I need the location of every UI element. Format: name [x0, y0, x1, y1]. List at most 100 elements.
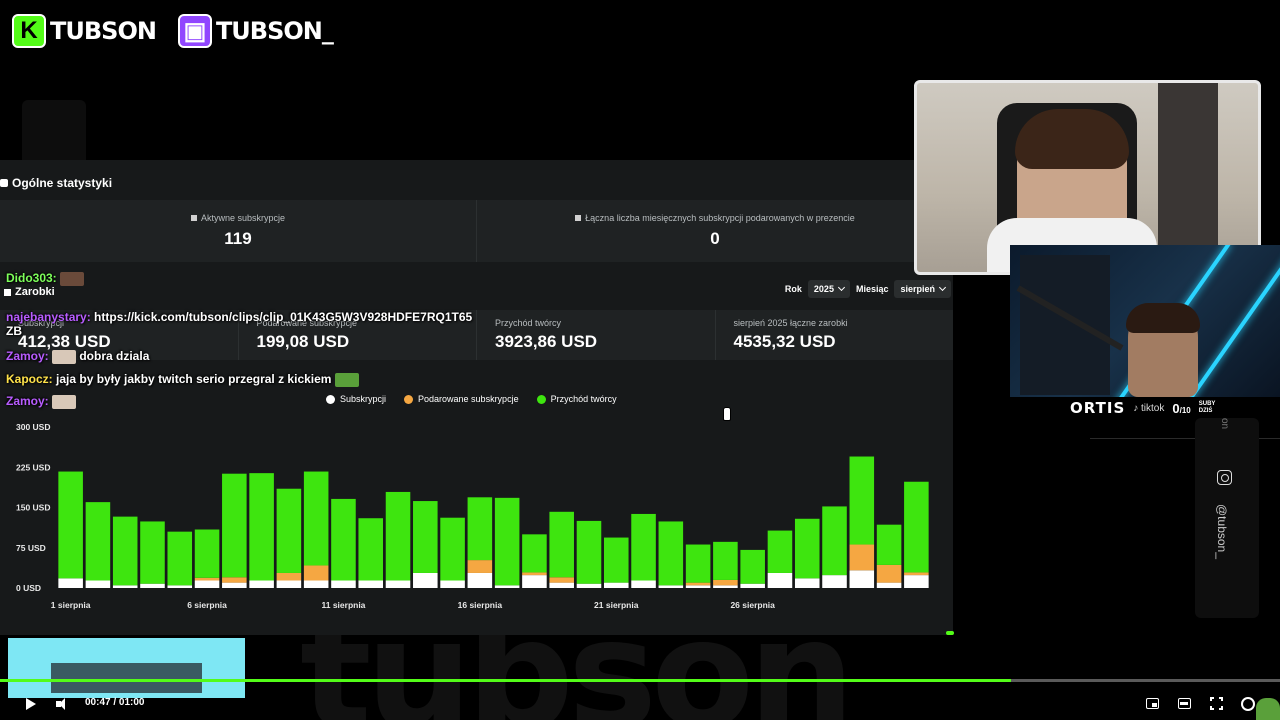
bar-segment[interactable]	[385, 580, 411, 588]
legend-item[interactable]: Subskrypcji	[326, 394, 386, 404]
legend-item[interactable]: Przychód twórcy	[536, 394, 617, 404]
bar-segment[interactable]	[413, 501, 438, 573]
year-select[interactable]: 2025	[807, 280, 850, 298]
bar-segment[interactable]	[467, 560, 493, 573]
bar-segment[interactable]	[440, 517, 465, 581]
bar-segment[interactable]	[658, 521, 684, 586]
bar-segment[interactable]	[549, 582, 574, 588]
bar-segment[interactable]	[685, 544, 711, 583]
bar-segment[interactable]	[876, 582, 902, 588]
bar-segment[interactable]	[767, 530, 793, 573]
x-tick-label: 6 sierpnia	[187, 600, 227, 610]
bar-segment[interactable]	[276, 488, 302, 573]
bar-segment[interactable]	[194, 577, 220, 581]
bar-segment[interactable]	[58, 471, 83, 579]
bar-segment[interactable]	[603, 582, 629, 588]
bar-segment[interactable]	[904, 572, 929, 576]
bar-segment[interactable]	[794, 578, 820, 588]
bar-segment[interactable]	[713, 585, 738, 588]
bar-segment[interactable]	[467, 497, 493, 561]
bar-segment[interactable]	[631, 513, 656, 581]
bar-segment[interactable]	[222, 582, 247, 588]
theater-mode-icon[interactable]	[1178, 698, 1191, 709]
bar-segment[interactable]	[849, 544, 875, 571]
bar-segment[interactable]	[222, 577, 247, 583]
bar-segment[interactable]	[849, 456, 875, 545]
bar-segment[interactable]	[331, 580, 356, 588]
bar-segment[interactable]	[276, 580, 302, 588]
bar-segment[interactable]	[603, 537, 629, 583]
bar-segment[interactable]	[576, 583, 602, 588]
bar-segment[interactable]	[303, 580, 329, 588]
bar-segment[interactable]	[194, 529, 220, 578]
pip-icon[interactable]	[1146, 698, 1159, 709]
bar-segment[interactable]	[740, 583, 765, 588]
bar-segment[interactable]	[440, 580, 465, 588]
settings-gear-icon[interactable]	[1241, 697, 1255, 711]
bar-segment[interactable]	[303, 471, 329, 566]
bar-segment[interactable]	[713, 541, 738, 580]
month-select[interactable]: sierpień	[894, 280, 951, 298]
bar-segment[interactable]	[331, 498, 356, 581]
bar-segment[interactable]	[767, 572, 793, 588]
preview-thumbnail	[8, 638, 245, 698]
chat-username[interactable]: najebanystary:	[6, 310, 95, 324]
bar-segment[interactable]	[167, 585, 193, 588]
bar-segment[interactable]	[467, 572, 493, 588]
bar-segment[interactable]	[576, 520, 602, 584]
bar-segment[interactable]	[140, 583, 165, 588]
stats-panel: Ogólne statystyki Aktywne subskrypcje 11…	[0, 160, 953, 635]
bar-segment[interactable]	[904, 481, 929, 573]
play-icon[interactable]	[26, 698, 36, 710]
bar-segment[interactable]	[276, 572, 302, 581]
chat-username[interactable]: Kapocz:	[6, 372, 57, 386]
bar-segment[interactable]	[713, 579, 738, 586]
bar-segment[interactable]	[494, 585, 520, 588]
bar-segment[interactable]	[522, 572, 547, 576]
bar-segment[interactable]	[794, 518, 820, 579]
fullscreen-icon[interactable]	[1210, 697, 1223, 710]
bar-segment[interactable]	[822, 575, 847, 588]
chat-username[interactable]: Zamoy:	[6, 349, 53, 363]
chat-username[interactable]: Dido303:	[6, 271, 61, 285]
bar-segment[interactable]	[631, 580, 656, 588]
player-controls: 00:47 / 01:00	[0, 690, 1280, 718]
bar-segment[interactable]	[494, 497, 520, 586]
bar-segment[interactable]	[740, 549, 765, 584]
bar-segment[interactable]	[249, 580, 274, 588]
bar-segment[interactable]	[876, 524, 902, 565]
bar-segment[interactable]	[194, 580, 220, 588]
bar-segment[interactable]	[876, 564, 902, 583]
bar-segment[interactable]	[658, 585, 684, 588]
chat-username[interactable]: Zamoy:	[6, 394, 53, 408]
bar-segment[interactable]	[85, 502, 111, 581]
bar-segment[interactable]	[358, 518, 384, 581]
bar-segment[interactable]	[112, 585, 138, 588]
bar-segment[interactable]	[549, 577, 574, 583]
bar-segment[interactable]	[222, 473, 247, 578]
bar-segment[interactable]	[904, 575, 929, 588]
bar-segment[interactable]	[112, 516, 138, 586]
bar-segment[interactable]	[167, 531, 193, 586]
instagram-icon	[1217, 470, 1232, 485]
bar-segment[interactable]	[85, 580, 111, 588]
progress-bar[interactable]	[0, 679, 1280, 682]
emote-cat-icon	[52, 394, 77, 409]
bar-segment[interactable]	[849, 570, 875, 588]
background-box	[22, 100, 86, 170]
bar-segment[interactable]	[249, 473, 274, 581]
legend-item[interactable]: Podarowane subskrypcje	[404, 394, 519, 404]
bar-segment[interactable]	[58, 578, 83, 588]
volume-icon[interactable]	[56, 698, 70, 710]
bar-segment[interactable]	[385, 491, 411, 581]
bar-segment[interactable]	[413, 572, 438, 588]
bar-segment[interactable]	[685, 582, 711, 586]
bar-segment[interactable]	[685, 585, 711, 588]
bar-segment[interactable]	[522, 534, 547, 573]
bar-segment[interactable]	[522, 575, 547, 588]
bar-segment[interactable]	[822, 506, 847, 576]
bar-segment[interactable]	[140, 521, 165, 584]
bar-segment[interactable]	[549, 511, 574, 578]
bar-segment[interactable]	[303, 565, 329, 581]
bar-segment[interactable]	[358, 580, 384, 588]
